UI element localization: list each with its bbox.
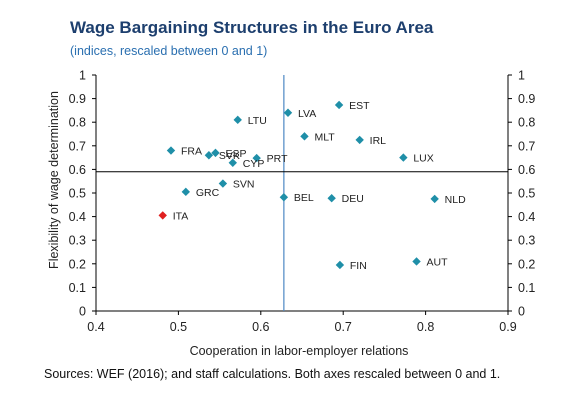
- data-label-bel: BEL: [294, 192, 314, 204]
- y-tick-label-left: 0.1: [69, 281, 86, 295]
- data-label-fra: FRA: [181, 146, 202, 158]
- y-tick-label-left: 0.8: [69, 116, 86, 130]
- y-tick-label-left: 0.6: [69, 163, 86, 177]
- data-point-cyp: [228, 158, 237, 167]
- data-label-ltu: LTU: [248, 115, 267, 127]
- y-tick-label-right: 0.5: [518, 187, 535, 201]
- y-tick-label-right: 0.6: [518, 163, 535, 177]
- data-point-esp: [211, 148, 220, 158]
- y-tick-label-left: 0.2: [69, 257, 86, 271]
- x-axis-label: Cooperation in labor-employer relations: [190, 344, 409, 358]
- data-point-prt: [252, 153, 261, 163]
- data-point-grc: [181, 187, 191, 197]
- data-point-svn: [218, 179, 228, 188]
- x-tick-label: 0.8: [417, 320, 434, 334]
- source-note: Sources: WEF (2016); and staff calculati…: [44, 367, 501, 381]
- y-tick-label-right: 1: [518, 69, 525, 83]
- data-point-mlt: [300, 132, 309, 141]
- y-tick-label-right: 0: [518, 305, 525, 319]
- data-point-fra: [166, 146, 176, 155]
- data-label-svk: SVK: [219, 150, 240, 162]
- data-point-nld: [430, 194, 439, 204]
- data-label-nld: NLD: [445, 194, 466, 206]
- y-tick-label-left: 0.3: [69, 234, 86, 248]
- y-tick-label-left: 0.9: [69, 92, 86, 106]
- data-label-lux: LUX: [413, 153, 433, 165]
- data-point-irl: [355, 135, 364, 145]
- data-label-esp: ESP: [225, 148, 246, 160]
- x-tick-label: 0.7: [335, 320, 352, 334]
- data-label-grc: GRC: [196, 187, 220, 199]
- chart-subtitle: (indices, rescaled between 0 and 1): [70, 44, 268, 58]
- data-point-lva: [283, 108, 293, 117]
- data-point-svk: [204, 151, 214, 160]
- y-tick-label-right: 0.1: [518, 281, 535, 295]
- data-point-fin: [335, 260, 345, 270]
- data-label-irl: IRL: [370, 135, 387, 147]
- data-point-ita: [158, 211, 167, 220]
- y-axis-label: Flexibility of wage determination: [47, 91, 61, 269]
- data-label-deu: DEU: [342, 193, 364, 205]
- data-label-prt: PRT: [267, 153, 288, 165]
- x-tick-label: 0.5: [170, 320, 187, 334]
- x-tick-label: 0.6: [252, 320, 269, 334]
- data-point-deu: [327, 193, 336, 203]
- y-tick-label-right: 0.3: [518, 234, 535, 248]
- y-tick-label-left: 0.4: [69, 210, 86, 224]
- data-point-ltu: [233, 115, 242, 125]
- data-label-aut: AUT: [427, 256, 449, 268]
- data-point-lux: [399, 153, 408, 162]
- y-tick-label-right: 0.9: [518, 92, 535, 106]
- data-label-cyp: CYP: [243, 158, 265, 170]
- x-tick-label: 0.9: [499, 320, 516, 334]
- data-label-est: EST: [349, 100, 370, 112]
- chart-title: Wage Bargaining Structures in the Euro A…: [70, 18, 434, 37]
- data-label-lva: LVA: [298, 108, 316, 120]
- y-tick-label-right: 0.8: [518, 116, 535, 130]
- axes-layer: 0.4 0.5 0.6 0.7 0.8 0.90 00.1 0.10.2 0.20.3 0.30.…: [69, 69, 536, 335]
- y-tick-label-left: 1: [79, 69, 86, 83]
- x-tick-label: 0.4: [87, 320, 104, 334]
- data-label-mlt: MLT: [314, 131, 335, 143]
- data-label-ita: ITA: [173, 210, 189, 222]
- data-point-bel: [279, 193, 289, 202]
- y-tick-label-left: 0.5: [69, 187, 86, 201]
- y-tick-label-left: 0.7: [69, 139, 86, 153]
- data-label-fin: FIN: [350, 260, 367, 272]
- data-point-aut: [412, 257, 421, 266]
- reference-lines: [96, 75, 508, 311]
- y-tick-label-right: 0.4: [518, 210, 535, 224]
- data-label-svn: SVN: [233, 179, 255, 191]
- data-point-est: [334, 100, 344, 110]
- y-tick-label-right: 0.2: [518, 257, 535, 271]
- y-tick-label-right: 0.7: [518, 139, 535, 153]
- y-tick-label-left: 0: [79, 305, 86, 319]
